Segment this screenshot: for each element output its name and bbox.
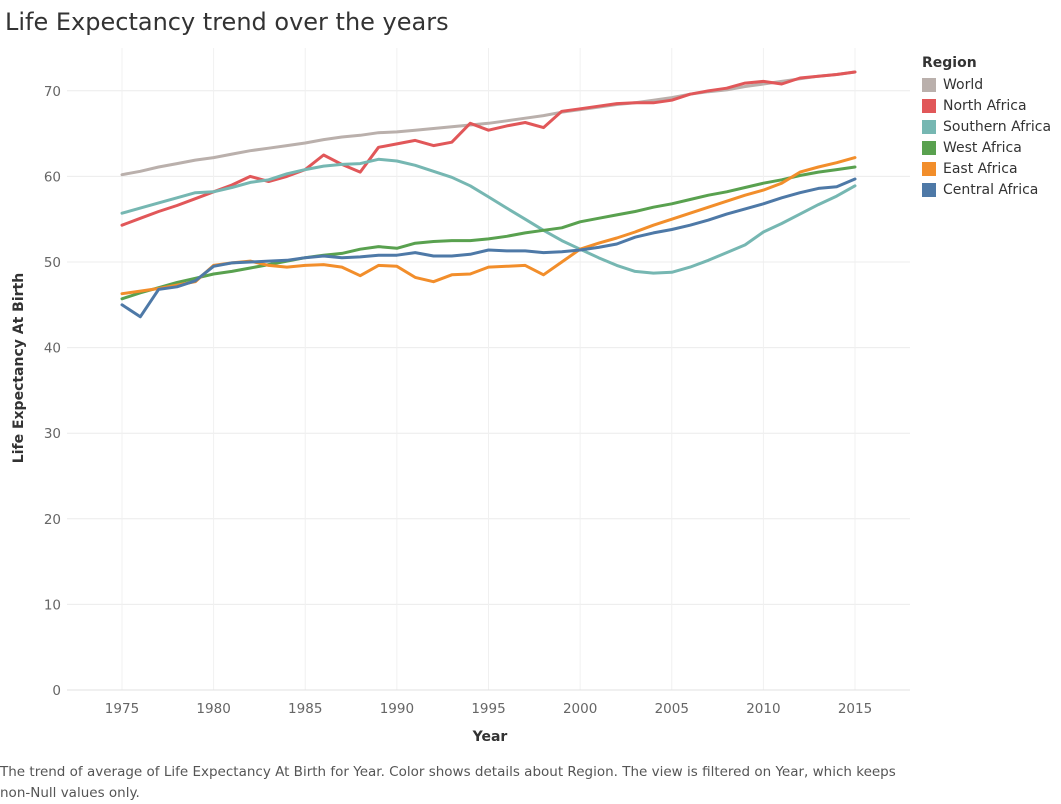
- legend-swatch: [922, 98, 936, 113]
- series-line-west-africa[interactable]: [120, 165, 857, 301]
- x-tick-label: 1990: [380, 701, 414, 717]
- legend-title: Region: [922, 55, 977, 71]
- legend-label: World: [943, 76, 984, 93]
- y-tick-label: 60: [44, 169, 61, 185]
- x-tick-label: 1980: [196, 701, 230, 717]
- y-tick-label: 0: [52, 683, 61, 699]
- x-tick-label: 1975: [105, 701, 139, 717]
- y-tick-label: 50: [44, 255, 61, 271]
- gridlines: [67, 48, 910, 691]
- legend-swatch: [922, 77, 936, 92]
- legend-items: World North Africa Southern Africa West Afr…: [922, 74, 1061, 200]
- legend: Region World North Africa Southern Africa W…: [922, 54, 1061, 200]
- chart-title: Life Expectancy trend over the years: [5, 8, 449, 36]
- y-tick-label: 70: [44, 84, 61, 100]
- legend-swatch: [922, 182, 936, 197]
- y-tick-label: 30: [44, 426, 61, 442]
- legend-item-north-africa[interactable]: North Africa: [922, 95, 1061, 116]
- x-tick-label: 2010: [746, 701, 780, 717]
- y-axis-label: Life Expectancy At Birth: [11, 273, 27, 463]
- series-lines: [120, 70, 857, 319]
- y-axis-ticks: 0 10 20 30 40 50 60 70: [44, 84, 61, 699]
- legend-item-west-africa[interactable]: West Africa: [922, 137, 1061, 158]
- x-tick-label: 1985: [288, 701, 322, 717]
- x-tick-label: 2015: [838, 701, 872, 717]
- caption: The trend of average of Life Expectancy …: [0, 764, 896, 801]
- x-tick-label: 2005: [655, 701, 689, 717]
- x-tick-label: 1995: [471, 701, 505, 717]
- series-line-north-africa[interactable]: [120, 70, 857, 227]
- legend-label: West Africa: [943, 139, 1022, 156]
- legend-item-world[interactable]: World: [922, 74, 1061, 95]
- y-tick-label: 40: [44, 341, 61, 357]
- legend-swatch: [922, 140, 936, 155]
- legend-label: North Africa: [943, 97, 1027, 114]
- legend-item-east-africa[interactable]: East Africa: [922, 158, 1061, 179]
- legend-swatch: [922, 119, 936, 134]
- legend-label: East Africa: [943, 160, 1018, 177]
- series-line-central-africa[interactable]: [120, 177, 857, 319]
- series-line-world[interactable]: [120, 70, 857, 177]
- legend-label: Southern Africa: [943, 118, 1052, 135]
- legend-label: Central Africa: [943, 181, 1039, 198]
- x-axis-ticks: 1975 1980 1985 1990 1995 2000 2005 2010 2015: [105, 701, 872, 717]
- x-axis-label: Year: [472, 729, 508, 745]
- series-line-southern-africa[interactable]: [120, 157, 857, 275]
- legend-item-southern-africa[interactable]: Southern Africa: [922, 116, 1061, 137]
- legend-item-central-africa[interactable]: Central Africa: [922, 179, 1061, 200]
- y-tick-label: 20: [44, 512, 61, 528]
- y-tick-label: 10: [44, 597, 61, 613]
- x-tick-label: 2000: [563, 701, 597, 717]
- legend-swatch: [922, 161, 936, 176]
